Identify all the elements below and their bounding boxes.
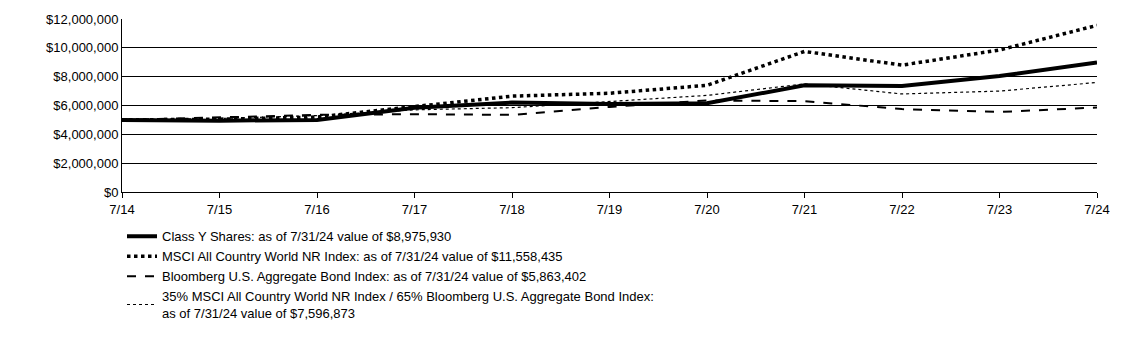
svg-text:7/22: 7/22 xyxy=(889,202,914,217)
svg-text:$0: $0 xyxy=(104,185,118,200)
svg-text:7/16: 7/16 xyxy=(304,202,329,217)
svg-text:Bloomberg U.S. Aggregate Bond: Bloomberg U.S. Aggregate Bond Index: as … xyxy=(162,269,586,284)
svg-text:7/20: 7/20 xyxy=(694,202,719,217)
svg-text:7/19: 7/19 xyxy=(597,202,622,217)
svg-text:Class Y Shares: as of 7/31/24: Class Y Shares: as of 7/31/24 value of $… xyxy=(162,229,451,244)
svg-text:$10,000,000: $10,000,000 xyxy=(46,40,118,55)
svg-text:$12,000,000: $12,000,000 xyxy=(46,12,118,27)
svg-text:$8,000,000: $8,000,000 xyxy=(53,69,118,84)
svg-text:7/18: 7/18 xyxy=(499,202,524,217)
svg-text:7/17: 7/17 xyxy=(402,202,427,217)
svg-text:$2,000,000: $2,000,000 xyxy=(53,156,118,171)
svg-text:$6,000,000: $6,000,000 xyxy=(53,98,118,113)
svg-text:7/14: 7/14 xyxy=(109,202,134,217)
svg-text:7/23: 7/23 xyxy=(987,202,1012,217)
svg-text:35% MSCI All Country World NR: 35% MSCI All Country World NR Index / 65… xyxy=(162,289,654,321)
svg-text:7/24: 7/24 xyxy=(1084,202,1109,217)
svg-text:$4,000,000: $4,000,000 xyxy=(53,127,118,142)
svg-text:7/15: 7/15 xyxy=(207,202,232,217)
svg-text:MSCI All Country World NR Inde: MSCI All Country World NR Index: as of 7… xyxy=(162,249,563,264)
svg-text:7/21: 7/21 xyxy=(792,202,817,217)
